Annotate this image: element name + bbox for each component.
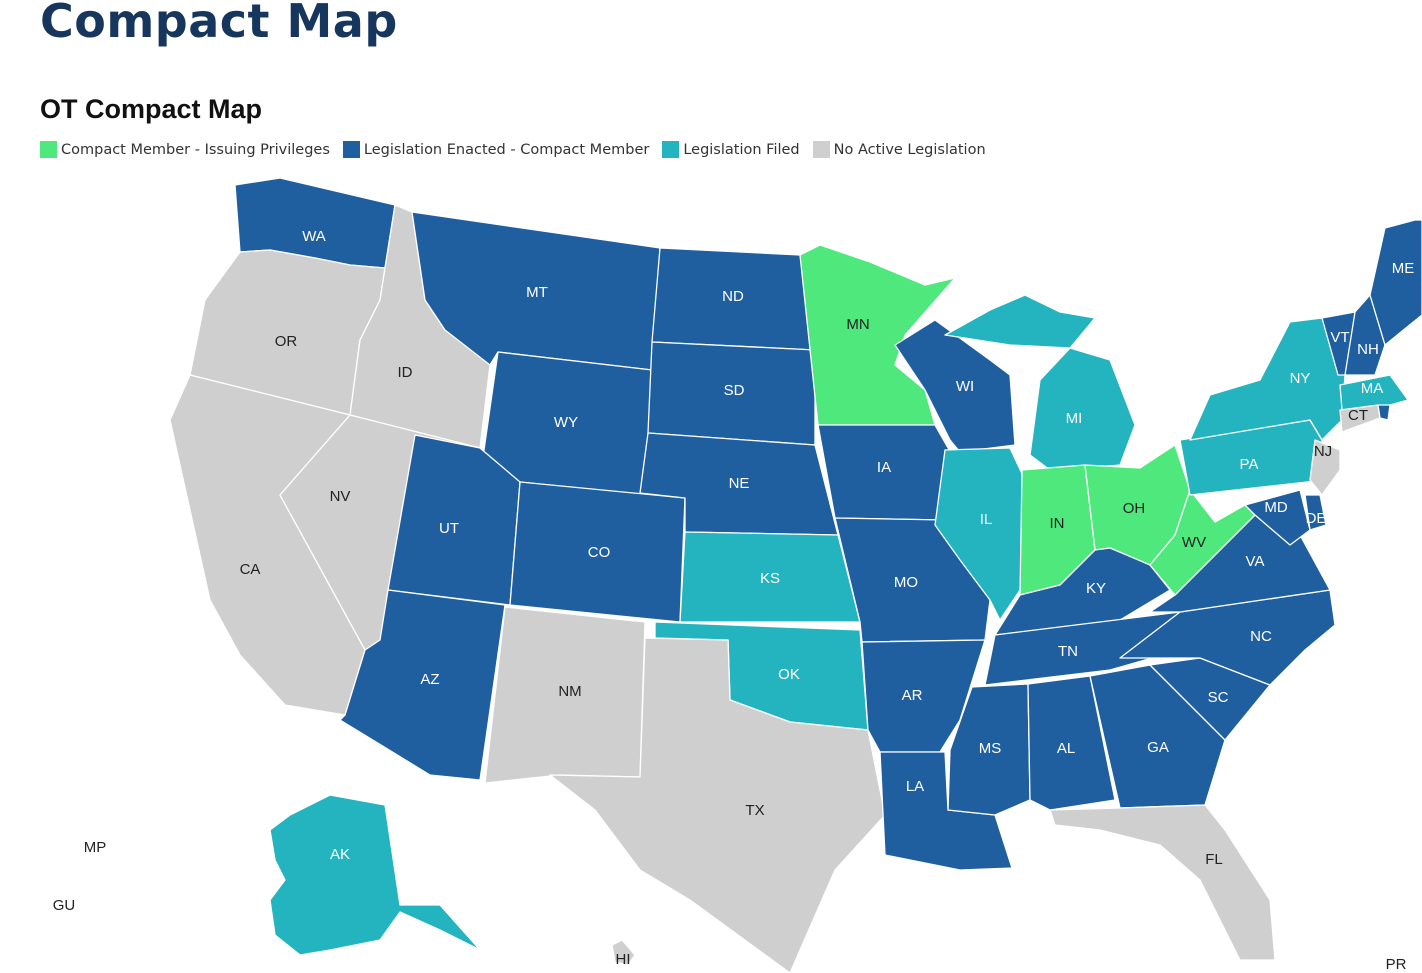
state-label-pa: PA bbox=[1240, 456, 1259, 473]
state-label-fl: FL bbox=[1205, 851, 1223, 868]
state-label-wa: WA bbox=[302, 228, 326, 245]
state-label-il: IL bbox=[980, 511, 993, 528]
state-label-in: IN bbox=[1050, 515, 1065, 532]
state-label-or: OR bbox=[275, 333, 298, 350]
legend-item-enacted: Legislation Enacted - Compact Member bbox=[342, 141, 650, 158]
state-label-va: VA bbox=[1246, 553, 1265, 570]
state-label-wy: WY bbox=[554, 414, 578, 431]
state-label-md: MD bbox=[1264, 499, 1287, 516]
territory-label-mp: MP bbox=[84, 839, 107, 856]
state-label-hi: HI bbox=[616, 951, 631, 968]
state-label-nj: NJ bbox=[1314, 443, 1332, 460]
state-label-ca: CA bbox=[240, 561, 261, 578]
state-label-mn: MN bbox=[846, 316, 869, 333]
state-az[interactable] bbox=[339, 589, 506, 781]
state-label-wi: WI bbox=[956, 378, 974, 395]
state-label-oh: OH bbox=[1123, 500, 1146, 517]
state-ak[interactable] bbox=[269, 794, 481, 956]
legend-label: No Active Legislation bbox=[833, 141, 986, 158]
state-label-ks: KS bbox=[760, 570, 780, 587]
legend-swatch bbox=[812, 141, 830, 158]
state-label-tn: TN bbox=[1058, 643, 1078, 660]
territory-label-gu: GU bbox=[53, 897, 76, 914]
state-label-vt: VT bbox=[1330, 329, 1349, 346]
state-label-nh: NH bbox=[1357, 341, 1379, 358]
state-fl[interactable] bbox=[1049, 804, 1276, 961]
state-ga[interactable] bbox=[1089, 664, 1226, 809]
state-tn[interactable] bbox=[984, 611, 1181, 686]
state-label-ne: NE bbox=[729, 475, 750, 492]
state-label-nm: NM bbox=[558, 683, 581, 700]
state-label-ky: KY bbox=[1086, 580, 1106, 597]
territory-label-pr: PR bbox=[1386, 956, 1407, 973]
state-label-co: CO bbox=[588, 544, 611, 561]
state-label-ia: IA bbox=[877, 459, 891, 476]
state-label-sd: SD bbox=[724, 382, 745, 399]
state-label-ak: AK bbox=[330, 846, 350, 863]
state-mi[interactable] bbox=[1029, 347, 1136, 471]
map-title: OT Compact Map bbox=[40, 94, 263, 124]
state-md[interactable] bbox=[1244, 489, 1311, 546]
state-ri[interactable] bbox=[1377, 404, 1391, 421]
state-label-ny: NY bbox=[1290, 370, 1311, 387]
state-label-id: ID bbox=[398, 364, 413, 381]
state-ma[interactable] bbox=[1339, 374, 1409, 411]
state-label-me: ME bbox=[1392, 260, 1415, 277]
state-label-nv: NV bbox=[330, 488, 351, 505]
state-label-ma: MA bbox=[1361, 380, 1384, 397]
state-label-ct: CT bbox=[1348, 407, 1368, 424]
legend-item-issuing: Compact Member - Issuing Privileges bbox=[40, 141, 330, 158]
state-label-mo: MO bbox=[894, 574, 918, 591]
legend-item-filed: Legislation Filed bbox=[662, 141, 800, 158]
state-la[interactable] bbox=[879, 751, 1013, 871]
map-legend: Compact Member - Issuing Privileges Legis… bbox=[40, 141, 999, 158]
state-nh[interactable] bbox=[1344, 294, 1386, 376]
state-label-ga: GA bbox=[1147, 739, 1169, 756]
state-il[interactable] bbox=[934, 447, 1026, 621]
state-label-al: AL bbox=[1057, 740, 1075, 757]
state-label-az: AZ bbox=[420, 671, 439, 688]
state-label-mi: MI bbox=[1066, 410, 1083, 427]
state-label-ms: MS bbox=[979, 740, 1002, 757]
state-al[interactable] bbox=[1027, 675, 1116, 811]
state-label-tx: TX bbox=[745, 802, 764, 819]
state-label-wv: WV bbox=[1182, 534, 1206, 551]
state-label-de: DE bbox=[1306, 510, 1327, 527]
state-label-nd: ND bbox=[722, 288, 744, 305]
state-mi-upper-peninsula[interactable] bbox=[944, 294, 1096, 349]
state-label-ar: AR bbox=[902, 687, 923, 704]
legend-label: Compact Member - Issuing Privileges bbox=[61, 141, 330, 158]
state-label-sc: SC bbox=[1208, 689, 1229, 706]
state-label-ut: UT bbox=[439, 520, 459, 537]
legend-swatch bbox=[662, 141, 680, 158]
state-nj[interactable] bbox=[1309, 439, 1341, 496]
page-title: Compact Map bbox=[40, 0, 398, 48]
state-label-ok: OK bbox=[778, 666, 800, 683]
state-label-nc: NC bbox=[1250, 628, 1272, 645]
state-de[interactable] bbox=[1304, 494, 1327, 531]
state-ny[interactable] bbox=[1189, 317, 1346, 441]
state-hi[interactable] bbox=[611, 939, 636, 966]
state-label-mt: MT bbox=[526, 284, 548, 301]
state-tx[interactable] bbox=[549, 637, 886, 973]
legend-swatch bbox=[40, 141, 57, 158]
legend-label: Legislation Enacted - Compact Member bbox=[363, 141, 650, 158]
state-label-la: LA bbox=[906, 778, 924, 795]
state-me[interactable] bbox=[1369, 219, 1422, 346]
legend-swatch bbox=[342, 141, 360, 158]
legend-label: Legislation Filed bbox=[683, 141, 800, 158]
legend-item-none: No Active Legislation bbox=[812, 141, 986, 158]
